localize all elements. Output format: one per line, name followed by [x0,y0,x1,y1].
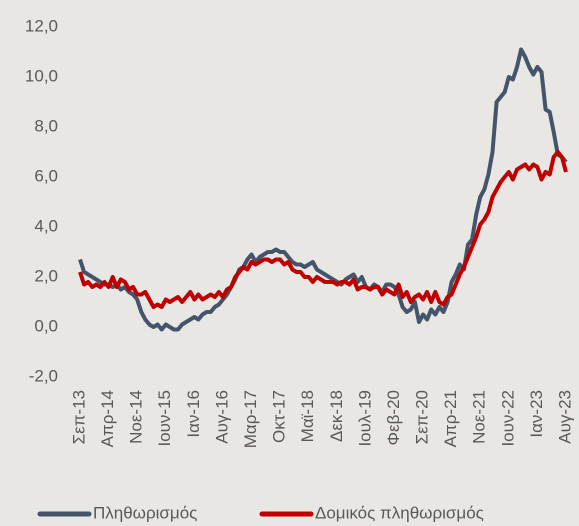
x-tick-label: Ιαν-16 [184,390,203,438]
x-tick-label: Αυγ-16 [212,390,231,444]
x-tick-label: Νοε-21 [470,390,489,444]
y-tick-label: 0,0 [34,316,58,335]
y-tick-label: 12,0 [25,16,58,35]
y-tick-label: -2,0 [29,366,58,385]
x-tick-label: Ιουν-22 [498,390,517,447]
x-tick-label: Ιουν-15 [155,390,174,447]
legend-label: Πληθωρισμός [93,503,197,522]
y-tick-label: 2,0 [34,266,58,285]
y-tick-label: 4,0 [34,216,58,235]
x-tick-label: Νοε-14 [127,390,146,444]
x-tick-label: Απρ-21 [441,390,460,447]
x-tick-label: Φεβ-20 [384,390,403,446]
series-line [78,150,568,309]
x-tick-label: Ιαν-23 [527,390,546,438]
x-tick-label: Σεπ-20 [413,390,432,444]
x-tick-label: Αυγ-23 [555,390,574,444]
x-tick-label: Ιουλ-19 [355,390,374,447]
x-tick-label: Σεπ-13 [69,390,88,444]
x-tick-label: Δεκ-18 [327,390,346,442]
legend-label: Δομικός πληθωρισμός [315,503,484,522]
y-tick-label: 10,0 [25,66,58,85]
y-tick-label: 6,0 [34,166,58,185]
series-line [78,47,568,332]
x-tick-label: Απρ-14 [98,390,117,447]
x-tick-label: Οκτ-17 [270,390,289,443]
y-tick-label: 8,0 [34,116,58,135]
x-tick-label: Μαρ-17 [241,390,260,448]
x-tick-label: Μαϊ-18 [298,390,317,442]
